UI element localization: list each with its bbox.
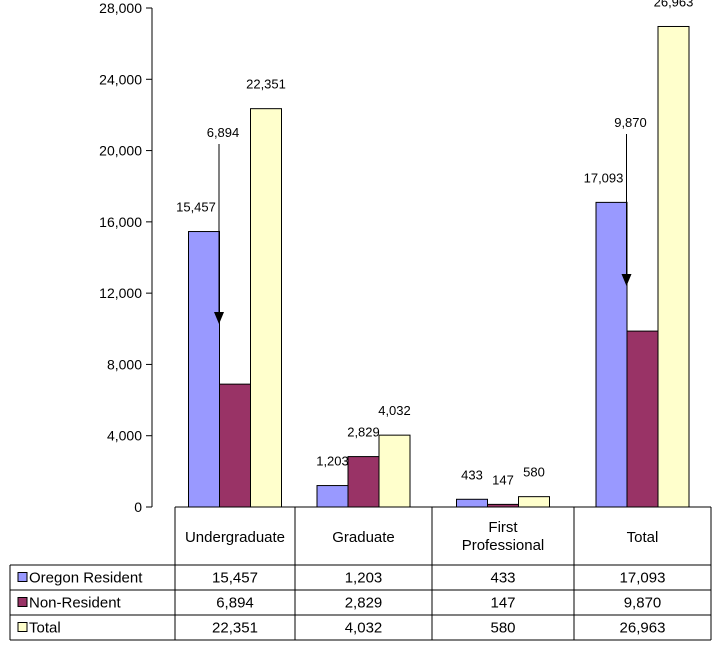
y-tick-label: 20,000 (99, 143, 142, 159)
arrow-head (621, 274, 632, 286)
table-cell-non-resident-first-professional: 147 (490, 595, 515, 612)
y-axis: 0 4,000 8,000 12,000 16,000 20,000 24,000 28,00… (99, 0, 153, 515)
table-cell-non-resident-undergraduate: 6,894 (216, 595, 254, 612)
bar-total-first-professional (518, 496, 550, 508)
data-label-oregon-resident-undergraduate: 15,457 (176, 200, 216, 215)
data-label-non-resident-graduate: 2,829 (347, 425, 380, 440)
data-label-non-resident-undergraduate: 6,894 (207, 125, 240, 140)
data-label-non-resident-total: 9,870 (614, 115, 647, 130)
data-label-oregon-resident-total: 17,093 (584, 170, 624, 185)
category-label-graduate: Graduate (332, 529, 395, 546)
y-tick-label: 12,000 (99, 285, 142, 301)
data-label-total-first-professional: 580 (523, 465, 545, 480)
y-tick-label: 16,000 (99, 214, 142, 230)
bar-oregon-resident-first-professional (456, 498, 488, 508)
data-label-total-total: 26,963 (654, 0, 694, 9)
y-tick-label: 28,000 (99, 0, 142, 16)
data-label-oregon-resident-graduate: 1,203 (316, 454, 349, 469)
data-labels-layer: 15,457 1,203 433 17,093 6,894 2,829 147 9,870 22… (176, 0, 693, 487)
legend-label-total: Total (29, 620, 61, 637)
bar-oregon-resident-undergraduate (188, 231, 220, 508)
table-cell-oregon-resident-undergraduate: 15,457 (212, 570, 258, 587)
table-cell-oregon-resident-first-professional: 433 (490, 570, 515, 587)
bar-non-resident-undergraduate (219, 383, 251, 508)
table-cell-total-graduate: 4,032 (345, 620, 383, 637)
table-cell-non-resident-total: 9,870 (624, 595, 662, 612)
legend-key-non-resident (17, 597, 28, 607)
table-cell-non-resident-graduate: 2,829 (345, 595, 383, 612)
category-label-total: Total (627, 529, 659, 546)
data-label-total-undergraduate: 22,351 (246, 77, 286, 92)
bar-total-undergraduate (250, 108, 282, 508)
bars-layer (188, 25, 690, 508)
arrow-head (214, 312, 224, 324)
legend-key-total (17, 622, 28, 632)
legend-label-non-resident: Non-Resident (29, 595, 122, 612)
category-label-first-professional: First (488, 519, 518, 536)
bar-oregon-resident-graduate (316, 485, 349, 508)
bar-oregon-resident-total (595, 201, 628, 508)
y-tick-label: 8,000 (107, 356, 142, 372)
table-cell-total-undergraduate: 22,351 (212, 620, 258, 637)
legend-label-oregon-resident: Oregon Resident (29, 570, 143, 587)
y-tick-label: 24,000 (99, 71, 142, 87)
table-cell-total-first-professional: 580 (490, 620, 515, 637)
table-cell-oregon-resident-graduate: 1,203 (345, 570, 383, 587)
table-cell-total-total: 26,963 (620, 620, 666, 637)
y-tick-label: 0 (134, 499, 142, 515)
legend-key-oregon-resident (17, 572, 28, 582)
table-cell-oregon-resident-total: 17,093 (620, 570, 666, 587)
data-label-oregon-resident-first-professional: 433 (461, 467, 483, 482)
bar-total-total (657, 25, 690, 508)
y-tick-label: 4,000 (107, 428, 142, 444)
data-label-non-resident-first-professional: 147 (492, 472, 514, 487)
category-label-undergraduate: Undergraduate (185, 529, 285, 546)
bar-total-graduate (378, 434, 411, 508)
bar-non-resident-total (626, 330, 659, 508)
arrows-layer (214, 134, 632, 324)
bar-non-resident-graduate (347, 456, 380, 508)
category-label-first-professional-line2: Professional (462, 537, 545, 554)
data-label-total-graduate: 4,032 (378, 403, 411, 418)
